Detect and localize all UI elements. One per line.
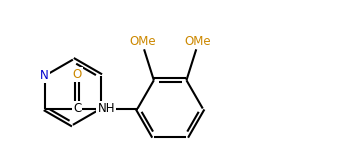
Text: N: N bbox=[40, 69, 49, 82]
Text: OMe: OMe bbox=[130, 35, 156, 48]
Text: O: O bbox=[73, 68, 82, 81]
Text: OMe: OMe bbox=[184, 35, 211, 48]
Text: NH: NH bbox=[98, 102, 115, 115]
Text: N: N bbox=[97, 102, 106, 115]
Text: C: C bbox=[73, 102, 82, 115]
